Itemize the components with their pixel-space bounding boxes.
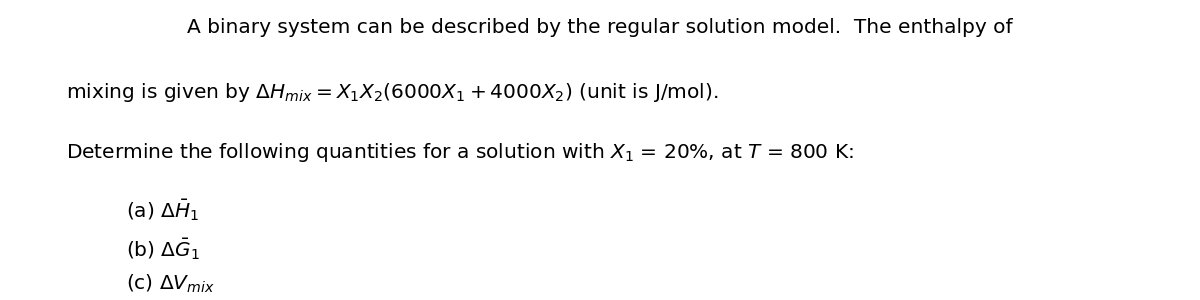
Text: (a) $\Delta\bar{H}_1$: (a) $\Delta\bar{H}_1$ [126,198,199,223]
Text: Determine the following quantities for a solution with $X_1$ = 20%, at $T$ = 800: Determine the following quantities for a… [66,141,854,164]
Text: (b) $\Delta\bar{G}_1$: (b) $\Delta\bar{G}_1$ [126,237,200,262]
Text: A binary system can be described by the regular solution model.  The enthalpy of: A binary system can be described by the … [187,18,1013,37]
Text: (c) $\Delta V_{mix}$: (c) $\Delta V_{mix}$ [126,273,215,295]
Text: mixing is given by $\Delta H_{mix} = X_1X_2(6000X_1 + 4000X_2)$ (unit is J/mol).: mixing is given by $\Delta H_{mix} = X_1… [66,81,719,104]
